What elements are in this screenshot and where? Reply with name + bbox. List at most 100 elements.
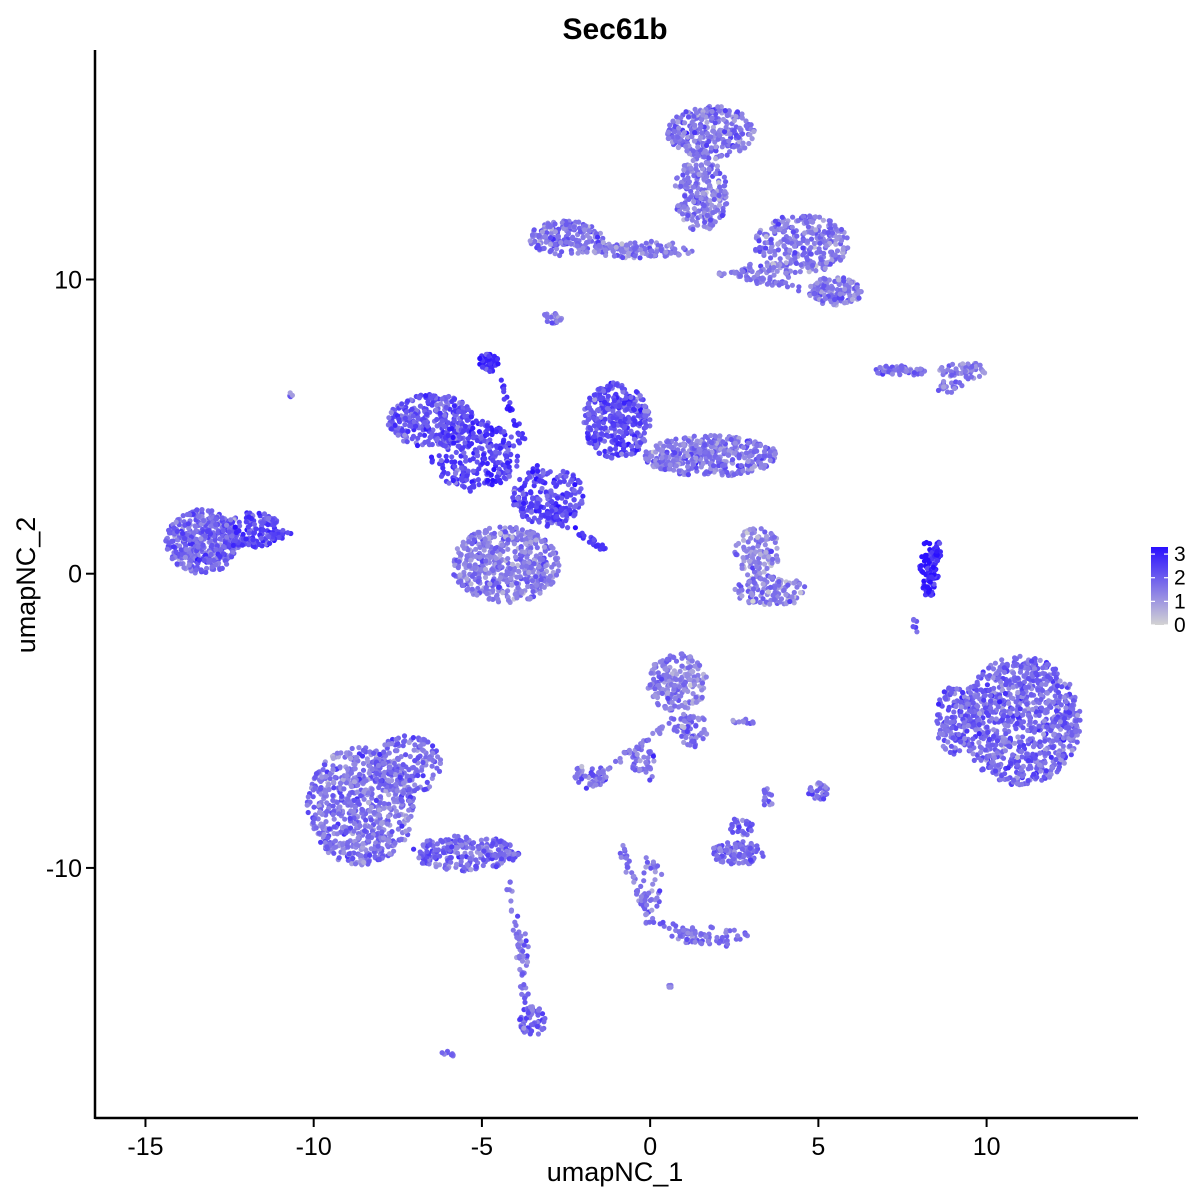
cell-point [771,264,777,271]
cell-point [402,422,408,428]
cell-point [409,423,415,429]
cell-point [750,526,756,532]
cell-point [990,709,996,715]
cell-point [410,413,416,419]
cell-point [567,507,573,513]
cell-point [541,584,547,590]
cell-point [848,280,854,286]
cell-point [411,419,417,425]
cell-point [631,436,638,442]
cell-point [674,175,680,181]
cell-point [392,422,398,428]
cell-point [472,571,478,577]
cell-point [198,536,204,542]
cell-point [1024,751,1030,757]
cell-point [808,283,814,289]
cell-point [1032,719,1038,725]
cell-point [567,502,573,508]
cell-point [934,558,941,564]
cell-point [505,597,512,603]
cell-point [889,371,896,377]
cell-point [735,134,742,140]
cell-point [505,447,511,453]
cell-point [555,233,562,239]
cell-point [514,458,520,464]
cell-point [482,574,489,581]
cell-point [226,529,232,535]
cell-point [637,255,643,261]
cell-point [441,412,448,418]
cell-point [781,237,787,243]
cell-point [560,468,566,474]
cell-point [497,524,503,530]
cell-point [637,393,643,399]
cell-point [1000,755,1007,761]
cell-point [476,466,482,472]
cell-point [836,281,843,287]
cell-point [925,557,931,563]
cell-point [682,193,688,199]
cell-point [559,249,565,255]
cell-point [923,552,929,558]
cell-point [463,458,469,464]
cell-point [487,595,493,602]
cell-point [768,548,775,555]
cell-point [665,129,672,135]
cell-point [712,219,718,225]
cell-point [399,427,405,433]
cell-point [608,446,614,453]
cell-point [456,409,462,415]
cell-point [1005,723,1011,729]
cell-point [716,180,722,186]
cell-point [837,291,843,297]
cell-point [181,535,188,542]
cell-point [713,171,719,177]
cell-point [514,595,520,601]
cell-point [170,544,176,550]
cell-point [628,443,635,449]
cell-point [710,210,716,216]
cell-point [590,415,597,421]
cell-point [1074,739,1080,745]
cell-point [224,534,230,540]
cell-point [505,569,511,576]
cell-point [632,418,638,424]
cell-point [811,291,817,297]
cell-point [745,458,751,464]
cell-point [452,463,458,469]
cell-point [832,296,838,303]
cell-point [787,247,793,253]
cell-point [707,183,713,189]
cell-point [506,464,512,470]
cell-point [678,183,684,189]
cell-point [730,457,736,463]
cell-point [551,480,557,486]
cell-point [522,549,528,555]
cell-point [484,431,490,437]
cell-point [479,364,485,370]
cell-point [470,425,476,431]
cell-point [740,555,746,561]
cell-point [553,246,560,252]
cell-point [513,502,520,508]
cell-point [499,542,505,548]
cell-point [769,575,776,581]
cell-point [617,428,623,434]
cell-point [702,449,708,455]
cell-point [439,396,445,402]
cell-point [736,452,742,458]
cell-point [614,382,620,388]
cell-point [856,288,862,294]
cell-point [709,108,715,114]
cell-point [804,220,810,226]
cell-point [708,145,715,151]
chart-title: Sec61b [562,13,667,46]
cell-point [584,249,590,255]
cell-point [585,401,592,407]
cell-point [547,235,554,241]
cell-point [763,245,769,251]
cell-point [962,368,968,374]
cell-point [836,277,842,283]
cell-point [675,119,681,125]
cell-point [528,509,535,515]
